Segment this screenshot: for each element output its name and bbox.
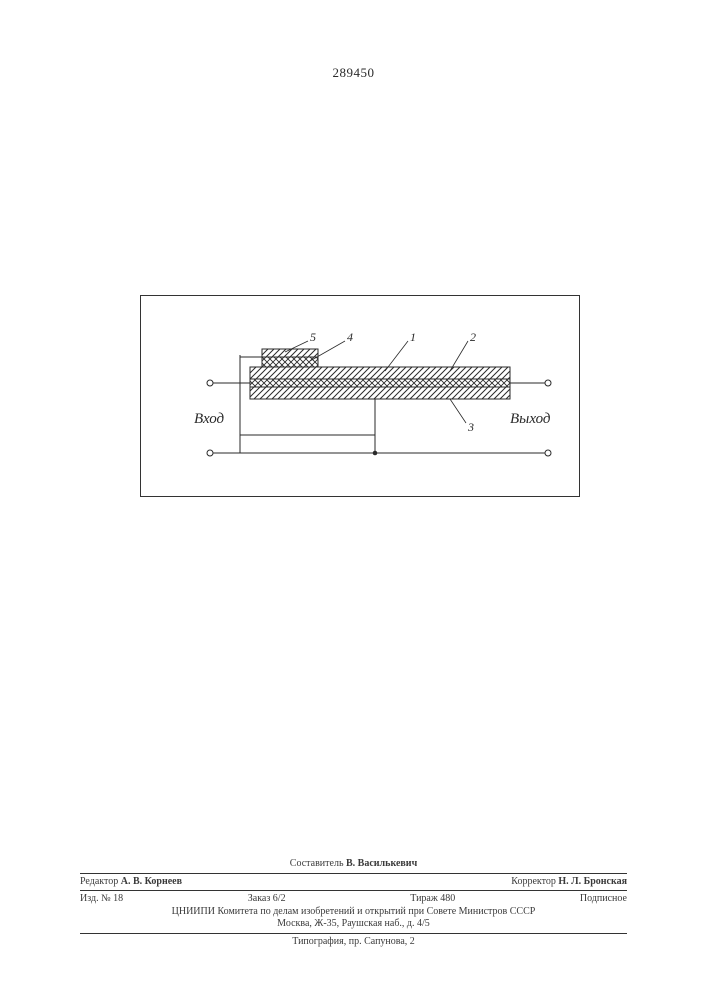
terminal-in-top [207,380,213,386]
callout-2: 2 [470,330,476,344]
junction-dot [373,451,378,456]
corrector-name: Н. Л. Бронская [558,876,627,887]
org-line-2: Москва, Ж-35, Раушская наб., д. 4/5 [80,918,627,931]
editor-name: А. В. Корнеев [121,876,182,887]
callout-4: 4 [347,330,353,344]
editor-label: Редактор [80,876,118,887]
page: 289450 [0,0,707,1000]
imprint-order: Заказ 6/2 [248,893,286,906]
compiler-name: В. Василькевич [346,858,417,869]
imprint-tirazh: Тираж 480 [410,893,455,906]
callout-1: 1 [410,330,416,344]
corrector-label: Корректор [511,876,556,887]
document-number: 289450 [0,65,707,81]
small-block [262,349,318,367]
compiler-label: Составитель [290,858,344,869]
callout-3: 3 [467,420,474,434]
main-bar [250,367,510,399]
footer: Составитель В. Василькевич Редактор А. В… [80,858,627,948]
editor-corrector-row: Редактор А. В. Корнеев Корректор Н. Л. Б… [80,876,627,889]
figure-svg: 5 4 1 2 3 Вход Выход [150,305,568,485]
typography-line: Типография, пр. Сапунова, 2 [80,936,627,949]
terminal-out-bottom [545,450,551,456]
callout-5: 5 [310,330,316,344]
terminal-out-top [545,380,551,386]
terminal-in-bottom [207,450,213,456]
imprint-izd: Изд. № 18 [80,893,123,906]
compiler-line: Составитель В. Василькевич [80,858,627,871]
label-input: Вход [194,411,225,427]
imprint-sign: Подписное [580,893,627,906]
label-output: Выход [510,411,551,427]
org-line-1: ЦНИИПИ Комитета по делам изобретений и о… [80,906,627,919]
imprint-row: Изд. № 18 Заказ 6/2 Тираж 480 Подписное [80,893,627,906]
